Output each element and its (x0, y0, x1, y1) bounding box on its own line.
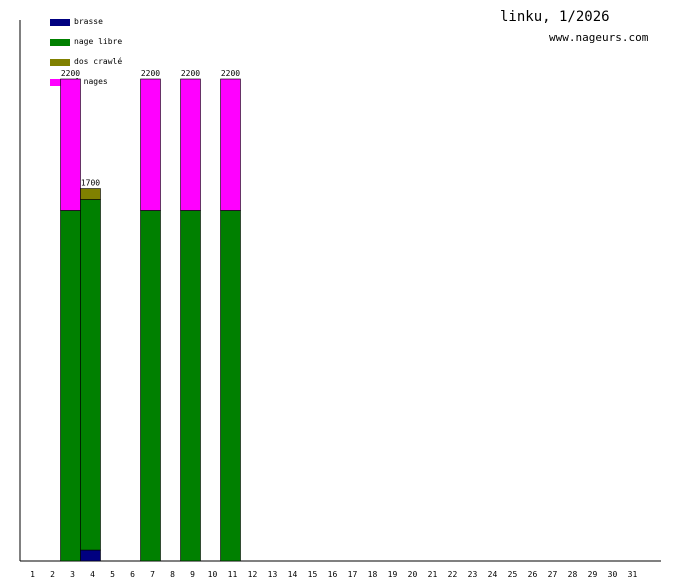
x-tick-label: 10 (208, 570, 218, 579)
bar-segment-nage-libre-day-7 (140, 210, 161, 562)
x-tick-label: 19 (388, 570, 398, 579)
x-tick-label: 27 (548, 570, 558, 579)
x-tick-label: 24 (488, 570, 498, 579)
x-tick-label: 14 (288, 570, 298, 579)
bar-segment-4-nages-day-9 (180, 78, 201, 211)
x-tick-label: 29 (588, 570, 598, 579)
bar-segment-nage-libre-day-3 (60, 210, 81, 562)
legend-label: dos crawlé (74, 57, 123, 66)
legend-label: 4 nages (74, 77, 108, 86)
x-tick-label: 15 (308, 570, 318, 579)
x-tick-label: 16 (328, 570, 338, 579)
bar-segment-4-nages-day-11 (220, 78, 241, 211)
x-tick-label: 6 (130, 570, 135, 579)
x-tick-label: 11 (228, 570, 238, 579)
x-tick-label: 26 (528, 570, 538, 579)
x-tick-label: 23 (468, 570, 478, 579)
x-tick-label: 7 (150, 570, 155, 579)
bar-segment-brasse-day-4 (80, 549, 101, 562)
bar-total-label: 1700 (81, 179, 100, 188)
x-tick-label: 4 (90, 570, 95, 579)
chart-title: linku, 1/2026 (500, 9, 610, 25)
bar-total-label: 2200 (61, 69, 80, 78)
bar-segment-nage-libre-day-9 (180, 210, 201, 562)
x-tick-label: 18 (368, 570, 378, 579)
x-tick-label: 13 (268, 570, 278, 579)
x-tick-label: 9 (190, 570, 195, 579)
x-tick-label: 30 (608, 570, 618, 579)
legend-swatch (50, 39, 70, 46)
site-url: www.nageurs.com (549, 31, 649, 44)
x-tick-label: 28 (568, 570, 578, 579)
legend-swatch (50, 79, 70, 86)
x-tick-label: 25 (508, 570, 518, 579)
x-tick-label: 3 (70, 570, 75, 579)
x-tick-label: 2 (50, 570, 55, 579)
bar-segment-nage-libre-day-4 (80, 199, 101, 551)
bar-segment-4-nages-day-7 (140, 78, 161, 211)
bar-segment-dos-crawlé-day-4 (80, 188, 101, 200)
x-tick-label: 8 (170, 570, 175, 579)
bar-segment-nage-libre-day-11 (220, 210, 241, 562)
x-tick-label: 17 (348, 570, 358, 579)
legend-label: brasse (74, 17, 103, 26)
legend-swatch (50, 19, 70, 26)
bar-total-label: 2200 (181, 69, 200, 78)
legend-swatch (50, 59, 70, 66)
x-tick-label: 22 (448, 570, 458, 579)
legend-label: nage libre (74, 37, 123, 46)
x-tick-label: 1 (30, 570, 35, 579)
bar-total-label: 2200 (141, 69, 160, 78)
x-tick-label: 12 (248, 570, 258, 579)
bar-segment-4-nages-day-3 (60, 78, 81, 211)
x-tick-label: 21 (428, 570, 438, 579)
bar-total-label: 2200 (221, 69, 240, 78)
x-tick-label: 20 (408, 570, 418, 579)
x-tick-label: 5 (110, 570, 115, 579)
x-tick-label: 31 (628, 570, 638, 579)
